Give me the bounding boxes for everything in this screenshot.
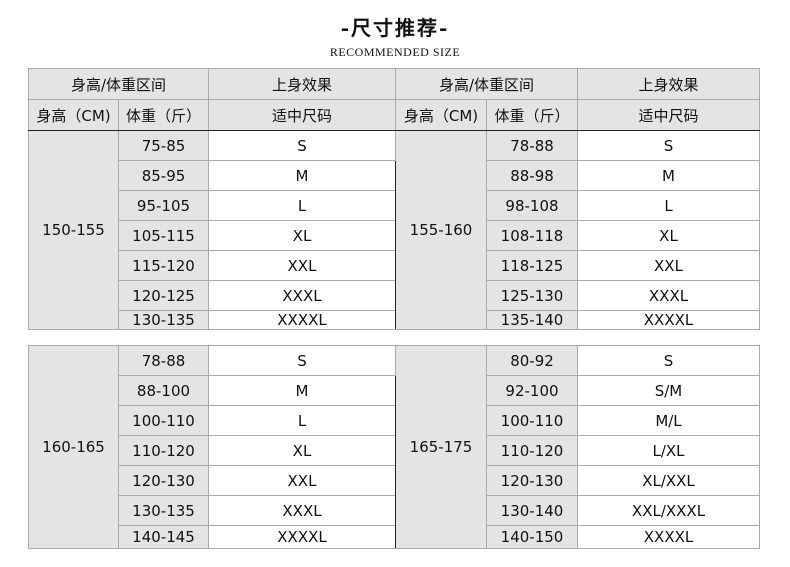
weight-range: 120-130 bbox=[486, 465, 578, 496]
weight-range: 140-150 bbox=[486, 525, 578, 549]
recommended-size: XXXXL bbox=[208, 525, 396, 549]
page-subtitle: RECOMMENDED SIZE bbox=[329, 45, 461, 59]
recommended-size: XXL bbox=[208, 250, 396, 281]
weight-range: 92-100 bbox=[486, 375, 578, 406]
table-row: 120-130 XXL 120-130 XL/XXL bbox=[29, 465, 760, 496]
weight-range: 78-88 bbox=[118, 345, 209, 376]
size-table-2: 160-165 78-88 S 165-175 80-92 S 88-100 M 92-100 S… bbox=[28, 345, 760, 549]
weight-range: 130-135 bbox=[118, 495, 209, 526]
weight-range: 95-105 bbox=[118, 190, 209, 221]
header-effect: 上身效果 bbox=[208, 68, 396, 100]
recommended-size: S bbox=[208, 345, 396, 376]
weight-range: 98-108 bbox=[486, 190, 578, 221]
recommended-size: XL bbox=[577, 220, 760, 251]
recommended-size: L bbox=[208, 190, 396, 221]
table-row: 160-165 78-88 S 165-175 80-92 S bbox=[28, 345, 760, 549]
recommended-size: S bbox=[577, 345, 760, 376]
weight-range: 85-95 bbox=[118, 160, 209, 191]
recommended-size: XL bbox=[208, 435, 396, 466]
recommended-size: XXL/XXXL bbox=[577, 495, 760, 526]
header-size: 适中尺码 bbox=[577, 99, 760, 131]
weight-range: 115-120 bbox=[118, 250, 209, 281]
weight-range: 88-98 bbox=[486, 160, 578, 191]
height-range: 155-160 bbox=[395, 130, 487, 330]
table-row: 110-120 XL 110-120 L/XL bbox=[29, 435, 760, 466]
header-range: 身高/体重区间 bbox=[28, 68, 209, 100]
recommended-size: XXXXL bbox=[577, 310, 760, 330]
weight-range: 130-140 bbox=[486, 495, 578, 526]
weight-range: 108-118 bbox=[486, 220, 578, 251]
weight-range: 105-115 bbox=[118, 220, 209, 251]
recommended-size: XXXL bbox=[208, 495, 396, 526]
recommended-size: S bbox=[577, 130, 760, 161]
header-weight: 体重（斤） bbox=[118, 99, 209, 131]
weight-range: 120-125 bbox=[118, 280, 209, 311]
recommended-size: L bbox=[577, 190, 760, 221]
weight-range: 78-88 bbox=[486, 130, 578, 161]
header-height: 身高（CM) bbox=[395, 99, 487, 131]
table-row: 130-135 XXXXL 135-140 XXXXL bbox=[29, 310, 760, 330]
header-height: 身高（CM) bbox=[28, 99, 119, 131]
recommended-size: XXXL bbox=[208, 280, 396, 311]
weight-range: 118-125 bbox=[486, 250, 578, 281]
table-row: 100-110 L 100-110 M/L bbox=[29, 405, 760, 436]
header-range: 身高/体重区间 bbox=[395, 68, 578, 100]
table-row: 95-105 L 98-108 L bbox=[29, 190, 760, 221]
weight-range: 100-110 bbox=[118, 405, 209, 436]
header-weight: 体重（斤） bbox=[486, 99, 578, 131]
size-table-1: 身高/体重区间 上身效果 身高/体重区间 上身效果 身高（CM) 体重（斤） 适中尺码 身高（… bbox=[28, 68, 760, 330]
table-row: 85-95 M 88-98 M bbox=[29, 160, 760, 191]
height-range: 165-175 bbox=[395, 345, 487, 549]
recommended-size: M bbox=[577, 160, 760, 191]
table-row: 120-125 XXXL 125-130 XXXL bbox=[29, 280, 760, 311]
table-row: 115-120 XXL 118-125 XXL bbox=[29, 250, 760, 281]
recommended-size: S/M bbox=[577, 375, 760, 406]
recommended-size: XXL bbox=[577, 250, 760, 281]
recommended-size: M bbox=[208, 375, 396, 406]
weight-range: 135-140 bbox=[486, 310, 578, 330]
recommended-size: S bbox=[208, 130, 396, 161]
recommended-size: L/XL bbox=[577, 435, 760, 466]
weight-range: 120-130 bbox=[118, 465, 209, 496]
recommended-size: L bbox=[208, 405, 396, 436]
weight-range: 100-110 bbox=[486, 405, 578, 436]
header-effect: 上身效果 bbox=[577, 68, 760, 100]
table-row: 130-135 XXXL 130-140 XXL/XXXL bbox=[29, 495, 760, 526]
recommended-size: XXXL bbox=[577, 280, 760, 311]
recommended-size: XL bbox=[208, 220, 396, 251]
table-row: 150-155 75-85 S 155-160 78-88 S bbox=[28, 130, 760, 330]
weight-range: 88-100 bbox=[118, 375, 209, 406]
recommended-size: XL/XXL bbox=[577, 465, 760, 496]
table-row: 105-115 XL 108-118 XL bbox=[29, 220, 760, 251]
weight-range: 80-92 bbox=[486, 345, 578, 376]
recommended-size: XXXXL bbox=[208, 310, 396, 330]
height-range: 150-155 bbox=[28, 130, 119, 330]
page-title: -尺寸推荐- bbox=[340, 16, 450, 40]
weight-range: 110-120 bbox=[486, 435, 578, 466]
weight-range: 110-120 bbox=[118, 435, 209, 466]
recommended-size: M/L bbox=[577, 405, 760, 436]
weight-range: 125-130 bbox=[486, 280, 578, 311]
recommended-size: M bbox=[208, 160, 396, 191]
header-size: 适中尺码 bbox=[208, 99, 396, 131]
weight-range: 140-145 bbox=[118, 525, 209, 549]
weight-range: 130-135 bbox=[118, 310, 209, 330]
recommended-size: XXL bbox=[208, 465, 396, 496]
recommended-size: XXXXL bbox=[577, 525, 760, 549]
height-range: 160-165 bbox=[28, 345, 119, 549]
table-row: 88-100 M 92-100 S/M bbox=[29, 375, 760, 406]
weight-range: 75-85 bbox=[118, 130, 209, 161]
table-row: 140-145 XXXXL 140-150 XXXXL bbox=[29, 525, 760, 549]
